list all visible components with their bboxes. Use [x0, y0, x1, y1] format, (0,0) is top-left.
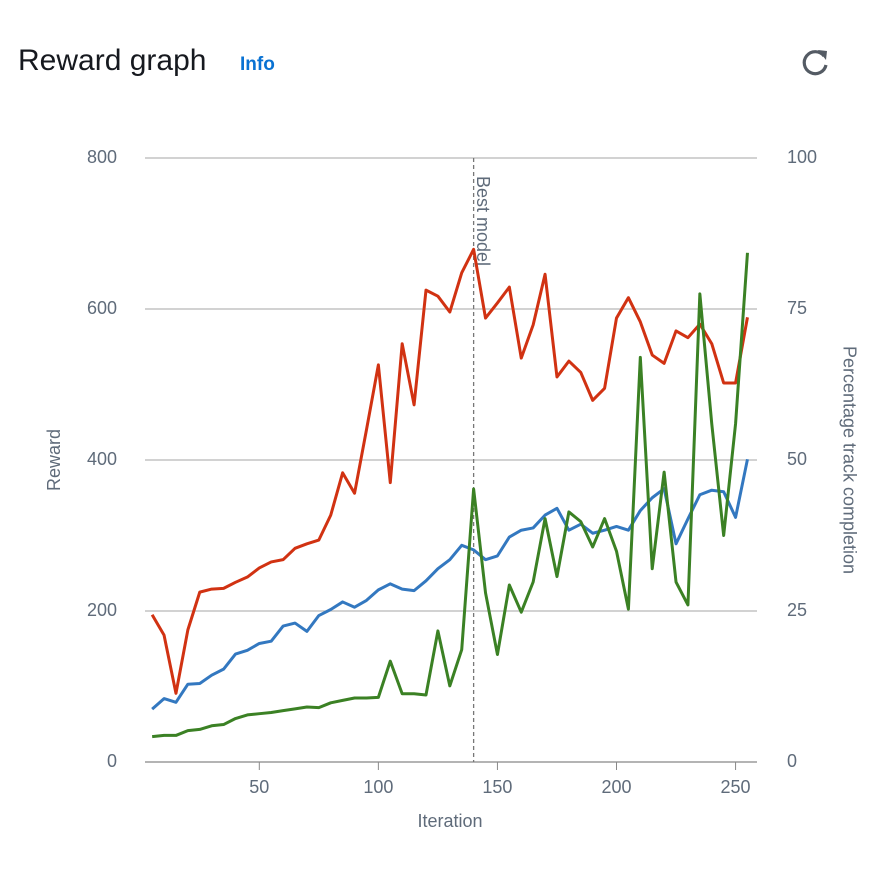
- y2-tick-label: 100: [787, 147, 817, 167]
- annotation-label: Best model: [473, 176, 493, 266]
- chart-title: Reward graph: [18, 44, 206, 77]
- y-tick-label: 0: [107, 751, 117, 771]
- x-tick-label: 100: [363, 777, 393, 797]
- y-tick-label: 600: [87, 298, 117, 318]
- x-tick-label: 150: [482, 777, 512, 797]
- refresh-button[interactable]: [802, 50, 828, 76]
- series-line: [150, 247, 749, 695]
- y-tick-label: 200: [87, 600, 117, 620]
- series-line: [151, 252, 749, 739]
- y2-tick-label: 75: [787, 298, 807, 318]
- y-axis-label: Reward: [44, 429, 64, 491]
- y2-axis-label: Percentage track completion: [839, 346, 859, 574]
- x-tick-label: 200: [601, 777, 631, 797]
- y-tick-label: 800: [87, 147, 117, 167]
- info-link[interactable]: Info: [240, 54, 275, 75]
- y2-tick-label: 0: [787, 751, 797, 771]
- series-line: [151, 458, 749, 711]
- y2-tick-label: 25: [787, 600, 807, 620]
- x-tick-label: 250: [721, 777, 751, 797]
- refresh-icon: [802, 50, 828, 76]
- x-tick-label: 50: [249, 777, 269, 797]
- y-tick-label: 400: [87, 449, 117, 469]
- x-axis-label: Iteration: [417, 811, 482, 831]
- y2-tick-label: 50: [787, 449, 807, 469]
- refresh-arrow: [818, 50, 827, 60]
